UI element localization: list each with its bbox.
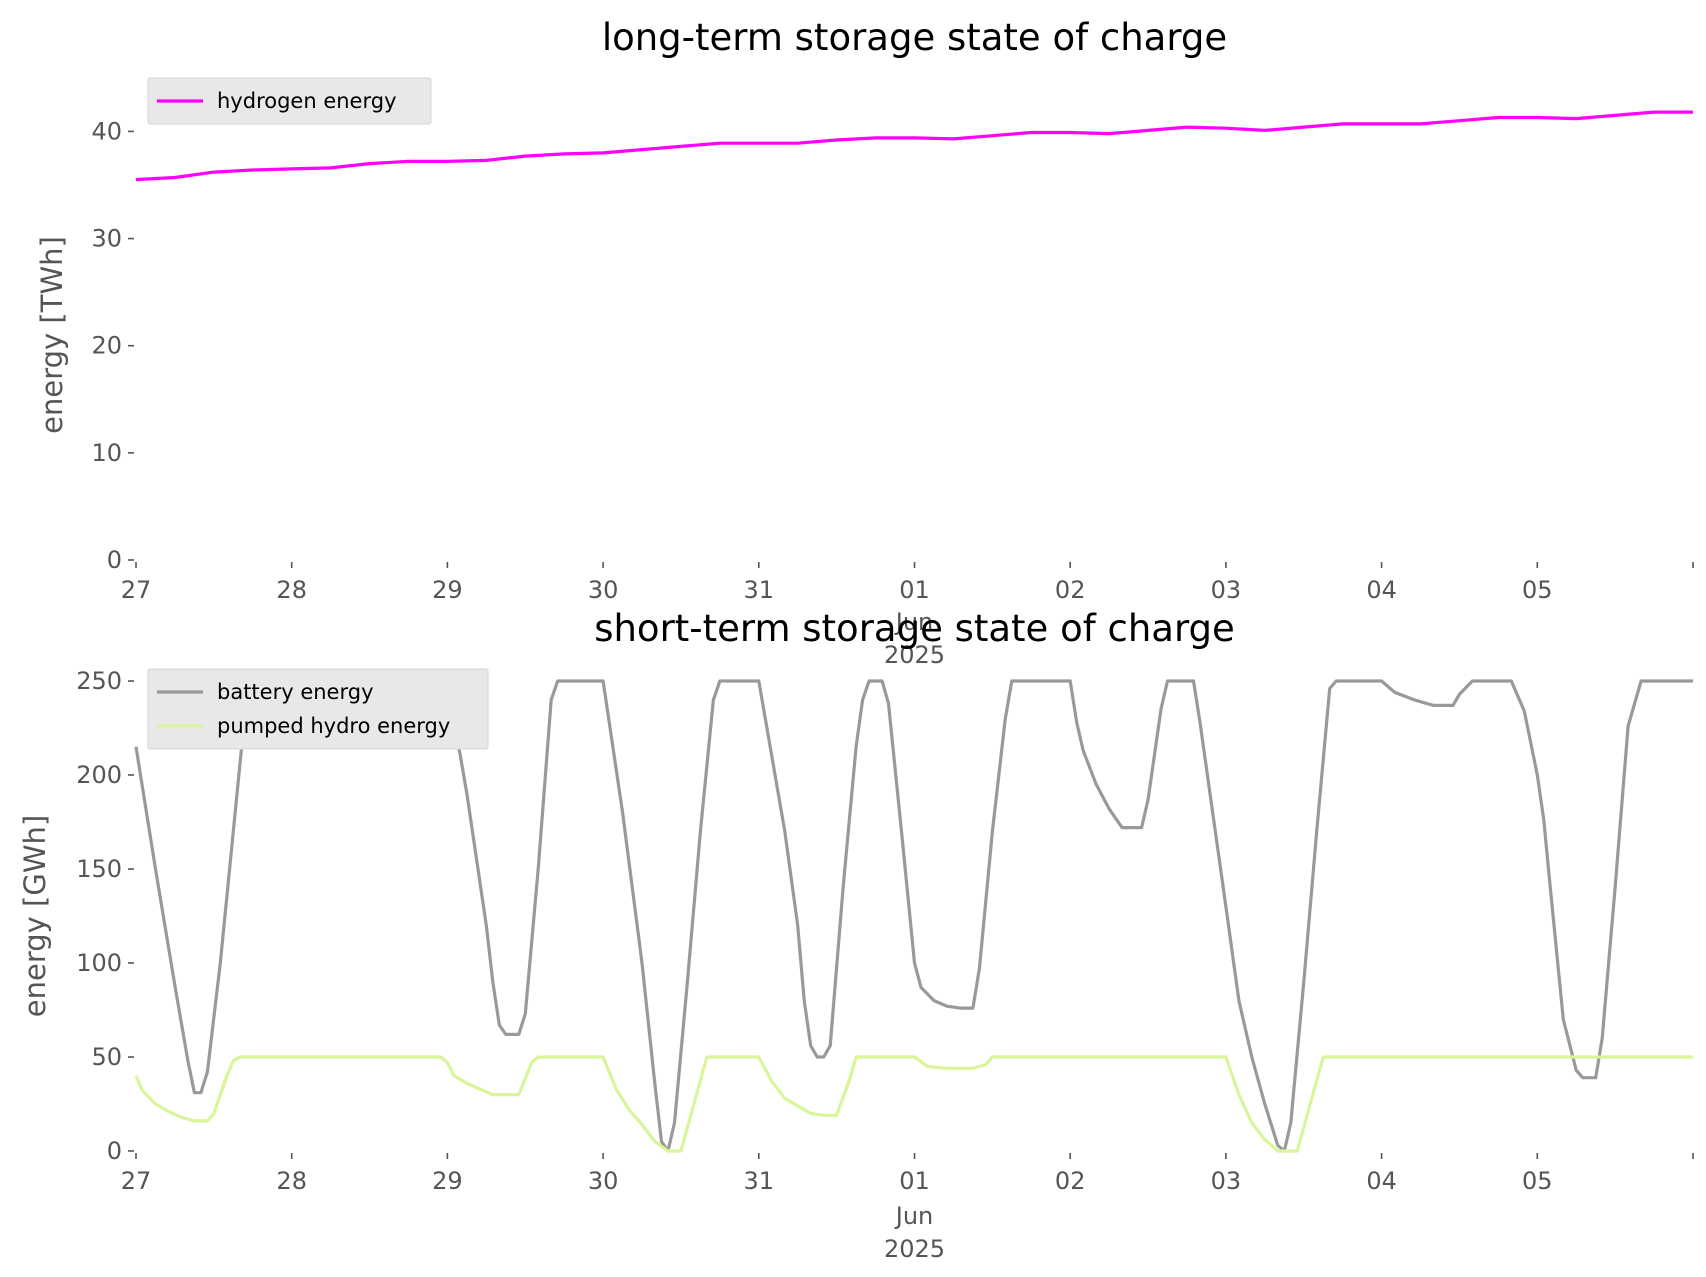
y-tick-label: 200 bbox=[76, 761, 122, 789]
y-axis-label: energy [GWh] bbox=[18, 815, 52, 1017]
x-tick-label: 04 bbox=[1366, 576, 1397, 604]
x-tick-label: 30 bbox=[588, 1167, 619, 1195]
x-tick-label: 31 bbox=[744, 576, 775, 604]
legend: hydrogen energy bbox=[147, 77, 432, 125]
series-lines bbox=[134, 679, 1693, 1153]
y-tick-label: 30 bbox=[91, 225, 122, 253]
y-tick-label: 0 bbox=[107, 1137, 122, 1165]
x-ticks: 27 28 29 30 31 01 02 03 04 05 bbox=[121, 1153, 1694, 1195]
x-sublabel-year: 2025 bbox=[884, 1235, 945, 1263]
x-sublabel-month: Jun bbox=[894, 1202, 934, 1230]
x-tick-label: 01 bbox=[899, 1167, 930, 1195]
long-term-storage-panel: long-term storage state of charge energy… bbox=[35, 16, 1694, 669]
x-tick-label: 29 bbox=[432, 1167, 463, 1195]
x-axis-date-label: Jun 2025 bbox=[884, 1202, 945, 1263]
series-line-hydrogen-energy bbox=[135, 110, 1693, 182]
x-tick-label: 01 bbox=[899, 576, 930, 604]
legend-box bbox=[147, 77, 432, 125]
x-tick-label: 03 bbox=[1211, 1167, 1242, 1195]
chart-title: long-term storage state of charge bbox=[602, 16, 1227, 59]
x-axis-date-label: Jun 2025 bbox=[884, 608, 945, 669]
y-axis-label: energy [TWh] bbox=[35, 236, 69, 434]
chart-title: short-term storage state of charge bbox=[594, 607, 1235, 650]
x-tick-label: 05 bbox=[1522, 1167, 1553, 1195]
x-tick-label: 27 bbox=[121, 576, 152, 604]
y-tick-label: 50 bbox=[91, 1043, 122, 1071]
x-tick-label: 04 bbox=[1366, 1167, 1397, 1195]
series-line-pumped-hydro-energy bbox=[134, 1055, 1693, 1153]
x-sublabel-month: Jun bbox=[894, 608, 934, 636]
x-tick-label: 28 bbox=[276, 576, 307, 604]
y-tick-label: 20 bbox=[91, 332, 122, 360]
x-tick-label: 05 bbox=[1522, 576, 1553, 604]
legend: battery energy pumped hydro energy bbox=[147, 668, 489, 750]
series-line-battery-energy bbox=[134, 679, 1693, 1153]
x-tick-label: 29 bbox=[432, 576, 463, 604]
x-tick-label: 30 bbox=[588, 576, 619, 604]
y-ticks: 0 10 20 30 40 bbox=[91, 117, 134, 574]
legend-label: battery energy bbox=[217, 680, 374, 704]
y-tick-label: 150 bbox=[76, 855, 122, 883]
x-tick-label: 31 bbox=[744, 1167, 775, 1195]
series-lines bbox=[135, 110, 1693, 182]
y-tick-label: 40 bbox=[91, 117, 122, 145]
x-tick-label: 28 bbox=[276, 1167, 307, 1195]
y-tick-label: 10 bbox=[91, 439, 122, 467]
x-tick-label: 02 bbox=[1055, 1167, 1086, 1195]
legend-box bbox=[147, 668, 489, 750]
x-tick-label: 03 bbox=[1211, 576, 1242, 604]
x-ticks: 27 28 29 30 31 01 02 03 04 05 bbox=[121, 562, 1694, 604]
y-ticks: 0 50 100 150 200 250 bbox=[76, 667, 134, 1165]
y-tick-label: 100 bbox=[76, 949, 122, 977]
x-tick-label: 27 bbox=[121, 1167, 152, 1195]
x-sublabel-year: 2025 bbox=[884, 641, 945, 669]
legend-label: pumped hydro energy bbox=[217, 714, 450, 738]
x-tick-label: 02 bbox=[1055, 576, 1086, 604]
legend-label: hydrogen energy bbox=[217, 89, 397, 113]
y-tick-label: 0 bbox=[107, 546, 122, 574]
y-tick-label: 250 bbox=[76, 667, 122, 695]
short-term-storage-panel: short-term storage state of charge energ… bbox=[18, 607, 1694, 1263]
